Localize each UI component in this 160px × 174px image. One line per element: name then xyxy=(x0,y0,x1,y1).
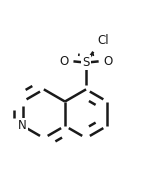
Text: O: O xyxy=(103,55,113,68)
Text: S: S xyxy=(82,56,90,69)
Text: N: N xyxy=(18,119,27,132)
Text: Cl: Cl xyxy=(97,34,109,47)
Text: O: O xyxy=(60,55,69,68)
